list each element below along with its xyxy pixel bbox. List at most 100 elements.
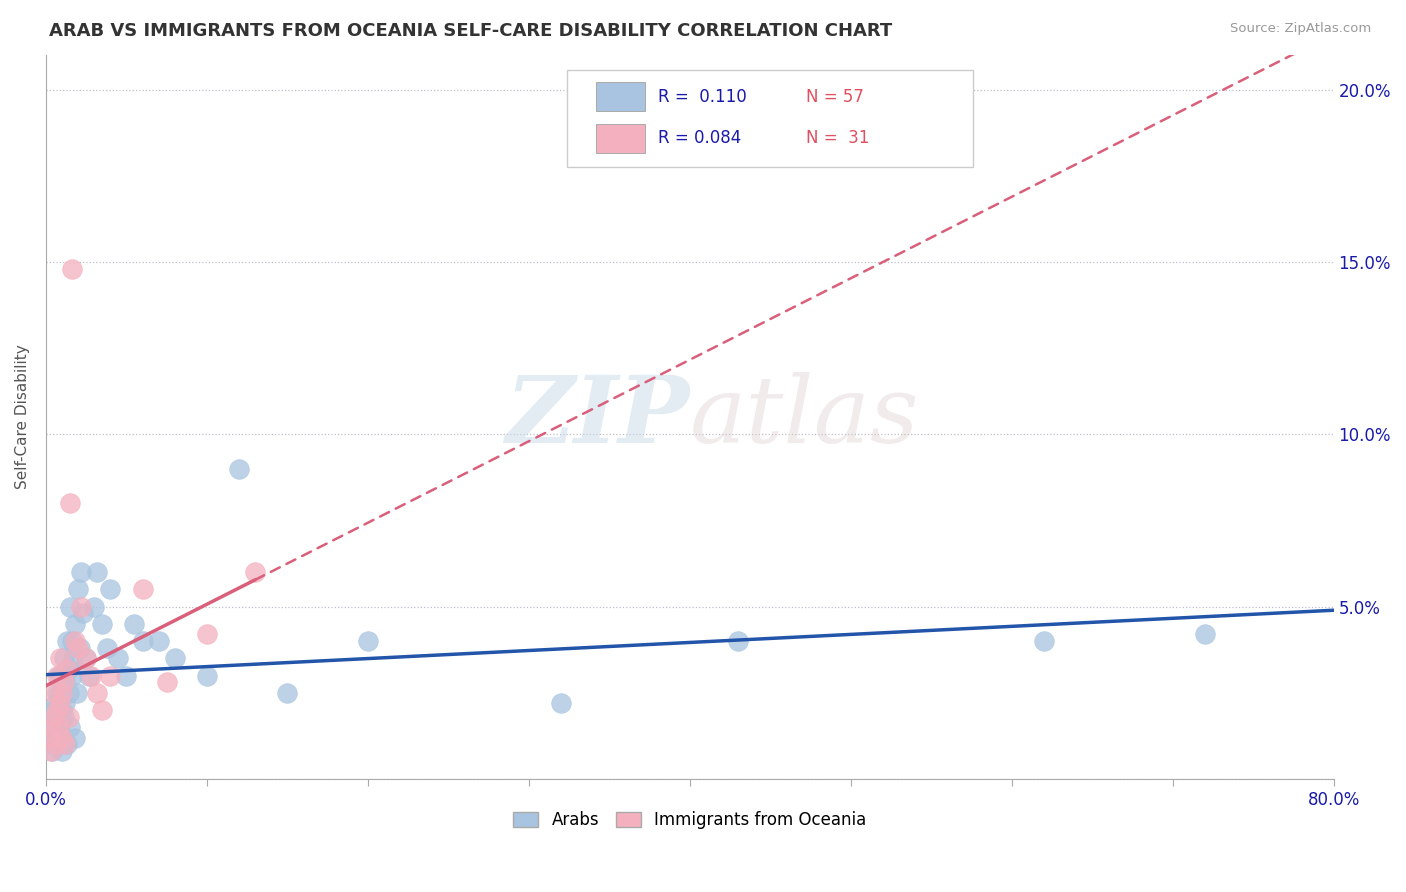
Legend: Arabs, Immigrants from Oceania: Arabs, Immigrants from Oceania	[506, 805, 873, 836]
Point	[39, 744, 62, 758]
Point	[63, 731, 86, 745]
FancyBboxPatch shape	[596, 82, 645, 112]
Point	[56, 634, 79, 648]
Point	[46, 668, 69, 682]
Point	[357, 634, 380, 648]
Point	[131, 634, 153, 648]
Point	[75, 651, 97, 665]
Point	[51, 703, 73, 717]
Point	[83, 599, 105, 614]
Point	[163, 651, 186, 665]
Point	[276, 686, 298, 700]
Point	[53, 675, 76, 690]
Point	[91, 616, 114, 631]
Point	[45, 710, 67, 724]
Point	[98, 582, 121, 597]
Point	[59, 599, 82, 614]
Point	[62, 651, 84, 665]
Point	[195, 668, 218, 682]
Point	[1032, 634, 1054, 648]
Point	[86, 565, 108, 579]
Point	[228, 461, 250, 475]
Point	[49, 651, 72, 665]
Point	[53, 738, 76, 752]
Point	[67, 640, 90, 655]
Point	[69, 640, 91, 655]
FancyBboxPatch shape	[568, 70, 973, 168]
Point	[46, 738, 69, 752]
Point	[124, 616, 146, 631]
Point	[48, 668, 70, 682]
Y-axis label: Self-Care Disability: Self-Care Disability	[15, 344, 30, 490]
Text: ARAB VS IMMIGRANTS FROM OCEANIA SELF-CARE DISABILITY CORRELATION CHART: ARAB VS IMMIGRANTS FROM OCEANIA SELF-CAR…	[49, 22, 893, 40]
Point	[91, 703, 114, 717]
Point	[41, 720, 63, 734]
Text: N = 57: N = 57	[806, 87, 863, 106]
Point	[48, 720, 70, 734]
Point	[52, 675, 75, 690]
Point	[60, 261, 83, 276]
Point	[727, 634, 749, 648]
Point	[46, 703, 69, 717]
Point	[79, 668, 101, 682]
Point	[59, 720, 82, 734]
Point	[80, 668, 103, 682]
Point	[195, 627, 218, 641]
Point	[42, 686, 65, 700]
Point	[60, 634, 83, 648]
Text: Source: ZipAtlas.com: Source: ZipAtlas.com	[1230, 22, 1371, 36]
Point	[51, 686, 73, 700]
Point	[51, 744, 73, 758]
Point	[70, 565, 93, 579]
Point	[1194, 627, 1216, 641]
Point	[86, 686, 108, 700]
Point	[45, 738, 67, 752]
Point	[38, 731, 60, 745]
Text: R =  0.110: R = 0.110	[658, 87, 747, 106]
Point	[51, 731, 73, 745]
Point	[48, 731, 70, 745]
Point	[59, 496, 82, 510]
Point	[115, 668, 138, 682]
Point	[72, 607, 94, 621]
Point	[65, 686, 87, 700]
Point	[550, 696, 572, 710]
Point	[245, 565, 267, 579]
Point	[58, 686, 80, 700]
Point	[52, 651, 75, 665]
Point	[42, 710, 65, 724]
Point	[98, 668, 121, 682]
Point	[63, 634, 86, 648]
Point	[51, 668, 73, 682]
Point	[39, 731, 62, 745]
Point	[148, 634, 170, 648]
Point	[49, 686, 72, 700]
Point	[75, 651, 97, 665]
Point	[42, 720, 65, 734]
Text: atlas: atlas	[690, 372, 920, 462]
Point	[63, 616, 86, 631]
Point	[96, 640, 118, 655]
Point	[56, 662, 79, 676]
Point	[131, 582, 153, 597]
Point	[107, 651, 129, 665]
Point	[49, 696, 72, 710]
Point	[60, 668, 83, 682]
Point	[52, 710, 75, 724]
Point	[58, 662, 80, 676]
Text: R = 0.084: R = 0.084	[658, 129, 741, 147]
Point	[53, 696, 76, 710]
Point	[38, 738, 60, 752]
Point	[156, 675, 179, 690]
Point	[56, 738, 79, 752]
Point	[42, 703, 65, 717]
Point	[45, 696, 67, 710]
Point	[67, 582, 90, 597]
FancyBboxPatch shape	[596, 124, 645, 153]
Point	[70, 599, 93, 614]
Point	[58, 710, 80, 724]
Text: ZIP: ZIP	[506, 372, 690, 462]
Text: N =  31: N = 31	[806, 129, 869, 147]
Point	[49, 720, 72, 734]
Point	[41, 744, 63, 758]
